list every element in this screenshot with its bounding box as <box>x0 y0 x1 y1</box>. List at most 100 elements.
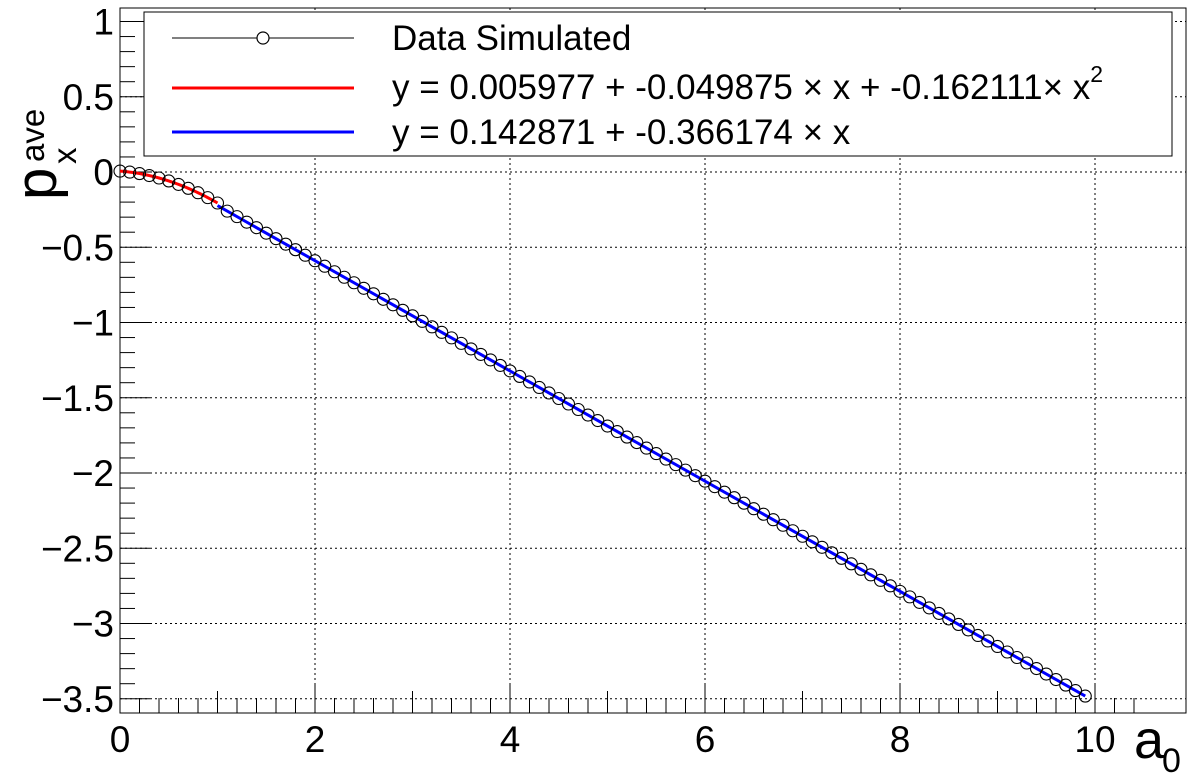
legend-label-quadratic-main: y = 0.005977 + -0.049875 × x + -0.162111… <box>392 68 1091 107</box>
data-point <box>844 557 858 571</box>
data-point <box>1059 678 1073 692</box>
data-point <box>698 474 712 488</box>
data-point <box>1029 661 1044 676</box>
y-axis-title-main: p <box>4 168 69 200</box>
data-point <box>786 524 800 538</box>
data-point <box>1010 650 1024 665</box>
x-tick-label: 2 <box>305 719 326 760</box>
y-axis-title-sub: x <box>46 147 83 164</box>
data-point <box>717 485 732 499</box>
data-point <box>503 364 517 378</box>
data-point <box>912 595 927 609</box>
data-point <box>464 342 478 356</box>
data-point <box>386 298 400 312</box>
data-point <box>620 430 634 444</box>
x-axis-title-main: a <box>1134 710 1165 770</box>
data-point <box>220 204 234 218</box>
data-point <box>961 623 975 637</box>
data-point <box>756 507 771 521</box>
data-point <box>630 436 644 450</box>
y-axis-title: p x ave <box>4 109 83 200</box>
data-point <box>493 358 507 372</box>
data-point <box>425 320 439 334</box>
data-point <box>932 606 946 620</box>
data-point <box>678 463 693 477</box>
data-point <box>1000 645 1014 659</box>
data-point <box>1039 667 1053 681</box>
y-axis-title-sup: ave <box>14 109 51 162</box>
data-point <box>766 513 780 527</box>
data-point <box>288 243 303 257</box>
fit-line-quadratic <box>119 169 219 205</box>
y-tick-label: 0.5 <box>63 77 114 118</box>
data-point <box>1020 656 1034 670</box>
x-tick-label: 0 <box>110 719 131 760</box>
y-tick-label: −2.5 <box>41 528 114 569</box>
data-point <box>951 617 966 631</box>
data-point <box>903 590 917 604</box>
data-point <box>552 391 566 406</box>
y-tick-label: −2 <box>72 453 114 494</box>
y-tick-label: −3 <box>72 604 114 645</box>
data-point <box>649 447 663 461</box>
data-point <box>737 496 751 510</box>
data-point <box>854 562 868 576</box>
y-tick-label: −1.5 <box>41 378 114 419</box>
data-point <box>922 601 936 615</box>
data-markers <box>113 164 1092 703</box>
legend-marker-data <box>256 31 270 45</box>
data-point <box>834 551 849 565</box>
data-point <box>776 518 790 532</box>
data-point <box>727 491 741 505</box>
y-tick-label: −0.5 <box>41 227 114 268</box>
data-point <box>883 579 897 593</box>
data-point <box>610 424 624 439</box>
data-point <box>357 281 371 295</box>
data-point <box>708 480 722 494</box>
data-point <box>659 452 673 466</box>
data-point <box>942 612 956 626</box>
data-point <box>688 469 702 483</box>
data-point <box>542 386 556 400</box>
fit-lines <box>119 169 1086 698</box>
x-axis-title-sub: 0 <box>1162 742 1181 775</box>
data-point <box>747 502 761 516</box>
data-point <box>571 402 585 417</box>
plot-frame <box>119 7 1187 714</box>
data-point <box>639 441 654 455</box>
x-tick-label: 6 <box>695 719 716 760</box>
data-point <box>581 408 595 422</box>
data-point <box>591 413 605 428</box>
data-point <box>142 169 156 183</box>
data-point <box>396 303 410 317</box>
legend-label-quadratic-exp: 2 <box>1090 61 1103 87</box>
legend-label-linear: y = 0.142871 + -0.366174 × x <box>392 113 851 152</box>
data-point <box>298 248 312 262</box>
data-point <box>113 164 127 178</box>
y-tick-label: −3.5 <box>41 679 114 720</box>
data-point <box>435 325 449 339</box>
data-point <box>825 546 839 560</box>
data-point <box>532 380 546 395</box>
data-point <box>123 165 137 179</box>
data-point <box>971 628 985 643</box>
data-point <box>454 336 468 350</box>
data-point <box>444 331 459 345</box>
data-point <box>171 177 186 191</box>
data-point <box>864 568 878 582</box>
data-point <box>210 196 225 210</box>
data-point <box>795 529 810 543</box>
legend-label-data: Data Simulated <box>392 19 631 58</box>
y-tick-label: 1 <box>93 2 114 43</box>
data-point <box>376 292 390 306</box>
data-point <box>152 171 166 185</box>
legend-label-quadratic: y = 0.005977 + -0.049875 × x + -0.162111… <box>392 61 1103 107</box>
data-point <box>230 210 244 224</box>
data-point <box>269 232 283 246</box>
data-point <box>249 221 264 235</box>
data-point <box>308 254 322 268</box>
x-axis-title: a 0 <box>1134 710 1181 775</box>
data-point <box>415 314 429 328</box>
y-tick-label: 0 <box>93 152 114 193</box>
